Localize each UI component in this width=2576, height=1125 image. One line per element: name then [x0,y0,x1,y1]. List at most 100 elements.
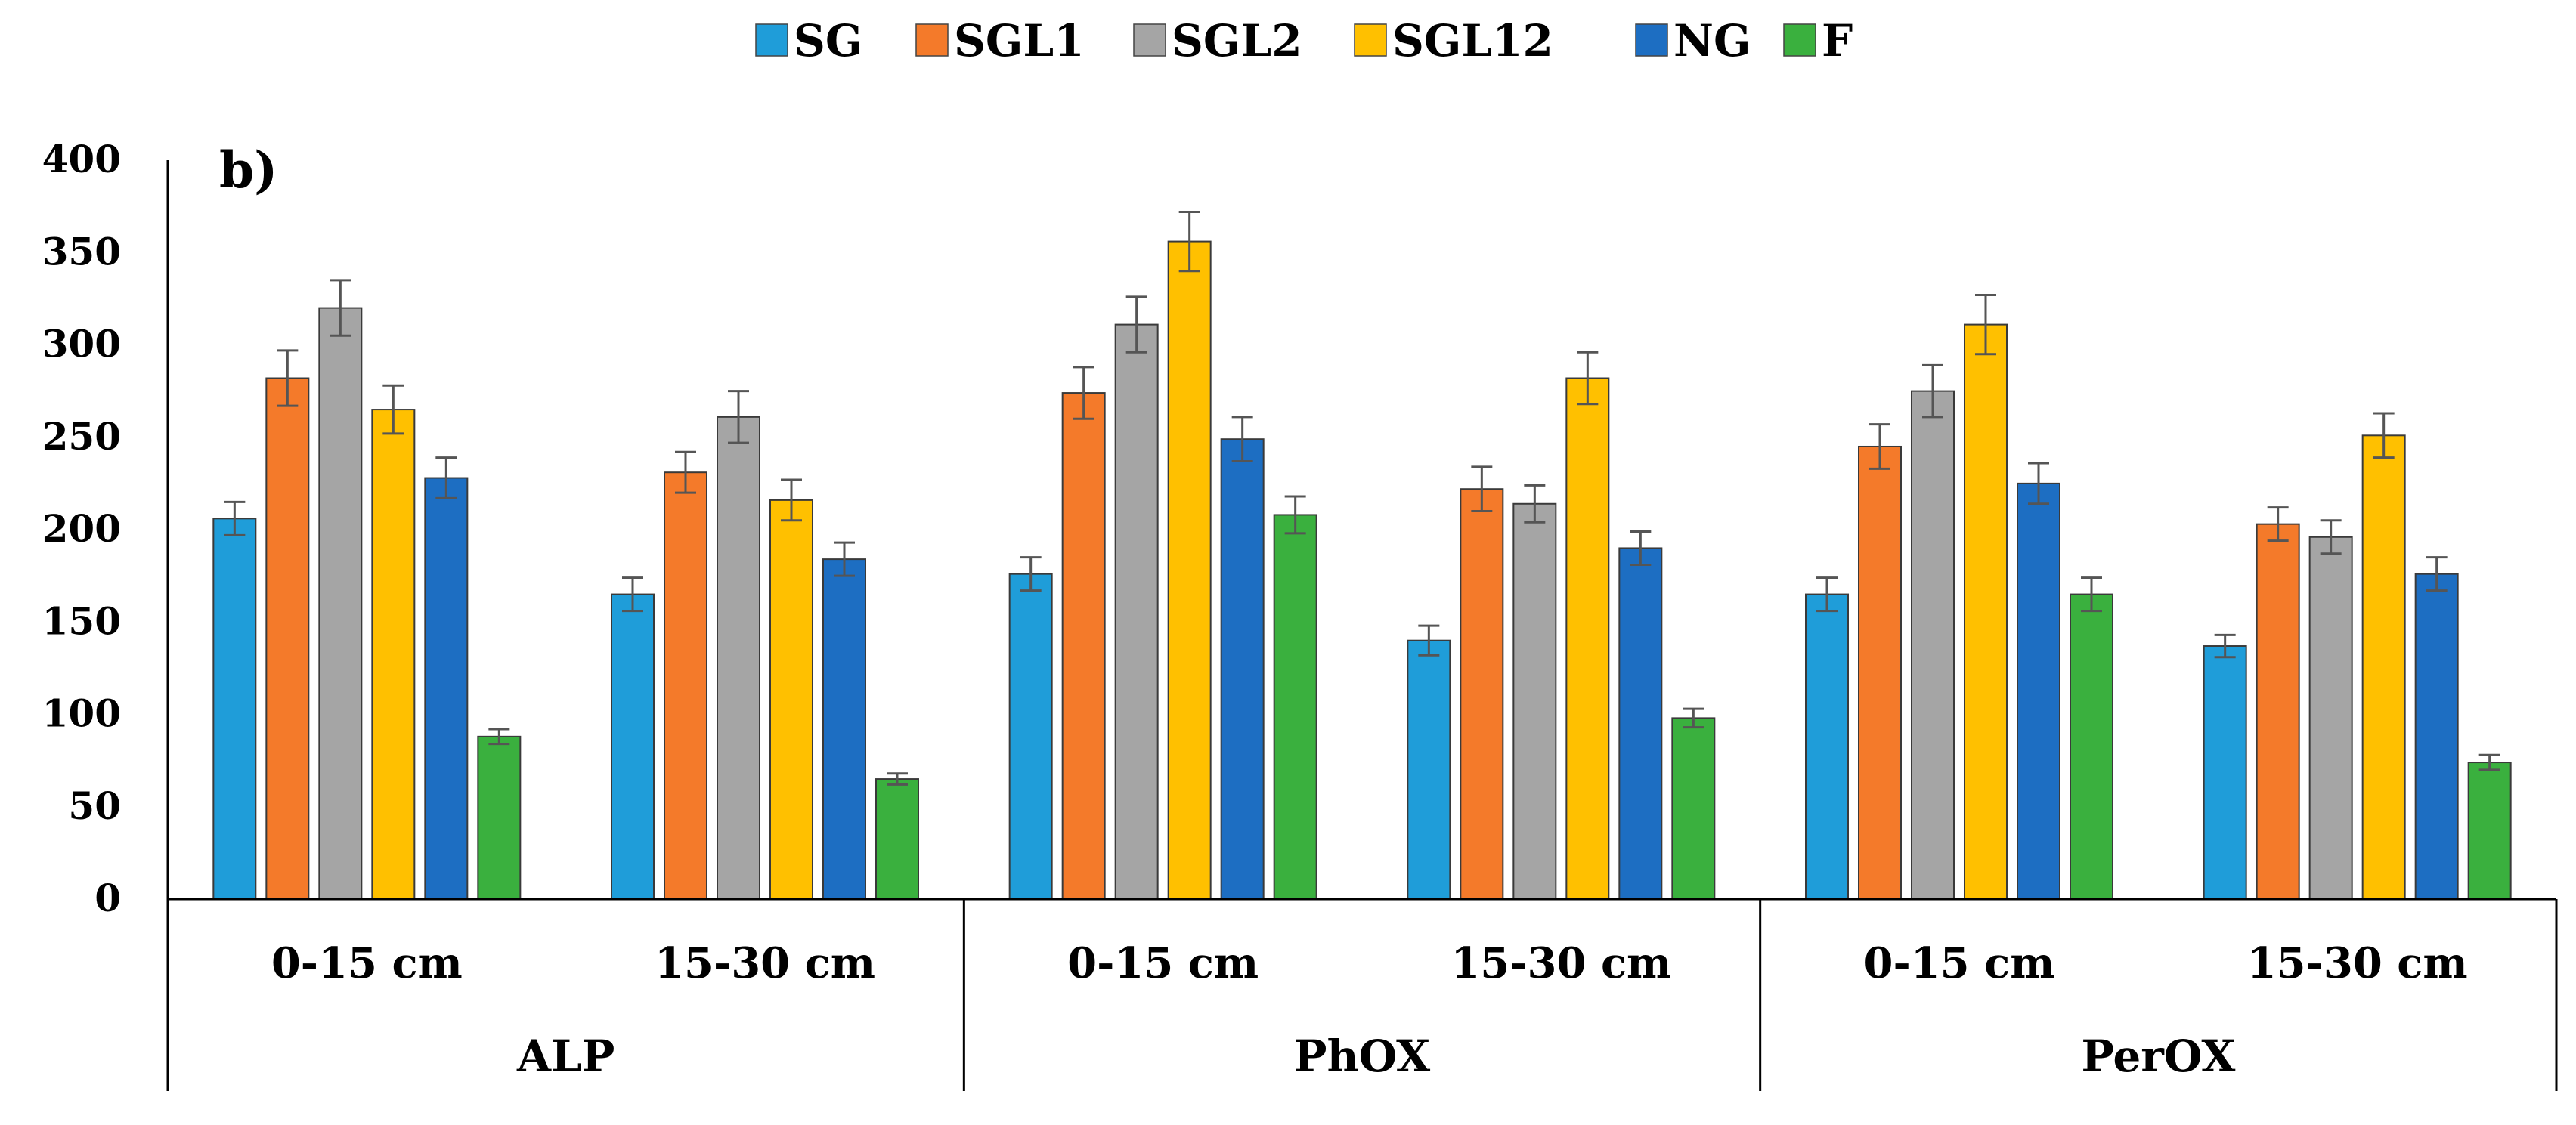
bar-sgl12-alp-shallow [371,409,416,900]
bar-sgl12-phox-shallow [1167,240,1212,900]
y-tick-label: 100 [42,691,121,736]
y-tick-label: 400 [42,137,121,181]
legend-label-ng: NG [1673,15,1751,66]
error-bar [834,541,855,577]
y-tick-label: 350 [42,229,121,274]
bar-ng-alp-deep [822,558,866,900]
x-category-label: 0-15 cm [1864,938,2055,988]
bar-sgl2-alp-deep [717,416,760,900]
bar-sg-alp-deep [611,593,655,900]
legend-swatch-sgl12 [1354,23,1387,57]
bar-sg-perox-shallow [1805,593,1849,900]
legend-swatch-sg [755,23,788,57]
x-group-label-alp: ALP [516,1031,615,1082]
x-category-label: 0-15 cm [271,938,463,988]
bar-sgl1-phox-deep [1460,488,1504,900]
error-bar [1524,484,1546,524]
bar-f-alp-deep [875,778,919,900]
y-tick-label: 150 [42,598,121,643]
error-bar [2373,412,2395,459]
error-bar [781,478,802,522]
bar-sgl1-phox-shallow [1061,392,1106,900]
error-bar [1471,465,1493,513]
bar-sgl12-phox-deep [1565,377,1610,900]
error-bar [622,576,643,613]
bar-ng-alp-shallow [424,477,469,900]
error-bar [435,456,457,499]
error-bar [1073,366,1094,420]
error-bar [277,349,299,407]
bar-sgl2-phox-shallow [1114,323,1159,901]
x-group-label-phox: PhOX [1294,1031,1430,1082]
bar-sgl2-alp-shallow [318,307,363,901]
x-group-label-perox: PerOX [2081,1031,2235,1082]
bar-f-phox-shallow [1273,514,1317,900]
y-axis: 0 50 100 150 200 250 300 350 400 [42,137,169,920]
panel-label: b) [219,141,277,199]
bar-f-perox-deep [2467,762,2512,900]
error-bar [1975,293,1996,356]
error-bar [2214,633,2236,659]
bar-ng-phox-shallow [1220,438,1265,900]
bar-sgl12-perox-deep [2361,434,2406,900]
error-bar [1683,707,1704,729]
bar-sgl1-perox-deep [2256,523,2300,900]
legend: SG SGL1 SGL2 SGL12 NG F [755,15,1853,66]
error-bar [1922,363,1943,419]
bar-ng-perox-shallow [2017,482,2060,900]
error-bar [675,450,696,494]
error-bar [488,728,510,746]
error-bar [1020,556,1042,592]
x-category-label: 15-30 cm [2247,938,2468,988]
legend-label-sgl12: SGL12 [1392,15,1553,66]
error-bar [1178,210,1200,273]
legend-swatch-sgl2 [1133,23,1166,57]
error-bar [2426,556,2448,592]
error-bar [1869,423,1890,470]
error-bar [1284,495,1306,535]
bar-sgl12-alp-deep [769,499,813,900]
legend-label-sg: SG [794,15,862,66]
bar-f-alp-shallow [477,735,522,901]
bar-sgl2-perox-shallow [1911,390,1955,900]
legend-swatch-sgl1 [915,23,949,57]
error-bar [2267,506,2289,542]
bar-sg-phox-shallow [1008,573,1053,900]
legend-label-sgl2: SGL2 [1172,15,1302,66]
error-bar [2320,519,2342,555]
legend-label-sgl1: SGL1 [954,15,1085,66]
error-bar [330,279,351,337]
bar-f-phox-deep [1671,717,1716,901]
bar-sgl1-alp-deep [664,471,707,900]
bar-f-perox-shallow [2070,593,2113,900]
bar-sg-perox-deep [2203,645,2247,900]
bar-sgl2-perox-deep [2308,536,2353,901]
legend-label-f: F [1822,15,1853,66]
bar-ng-phox-deep [1618,547,1663,900]
bar-sgl12-perox-shallow [1964,323,2008,901]
bar-sgl1-alp-shallow [265,377,310,900]
error-bar [224,500,246,536]
bar-sg-alp-shallow [212,518,257,901]
error-bar [2081,576,2102,613]
bar-sg-phox-deep [1407,639,1451,900]
y-tick-label: 250 [42,414,121,459]
x-axis: 0-15 cm 15-30 cm 0-15 cm 15-30 cm 0-15 cm 15-… [166,898,2558,1091]
error-bar [728,390,749,444]
y-tick-label: 50 [68,783,121,828]
bars [212,210,2512,901]
error-bar [382,384,404,435]
y-tick-label: 0 [94,876,121,920]
x-category-label: 15-30 cm [655,938,875,988]
error-bar [1630,530,1652,566]
error-bar [1816,576,1838,613]
error-bar [1125,295,1147,354]
error-bar [2478,753,2500,771]
y-tick-label: 300 [42,322,121,366]
bar-sgl1-perox-shallow [1858,445,1902,900]
error-bar [2028,462,2049,505]
error-bar [1418,624,1440,657]
bar-sgl2-phox-deep [1512,502,1557,900]
